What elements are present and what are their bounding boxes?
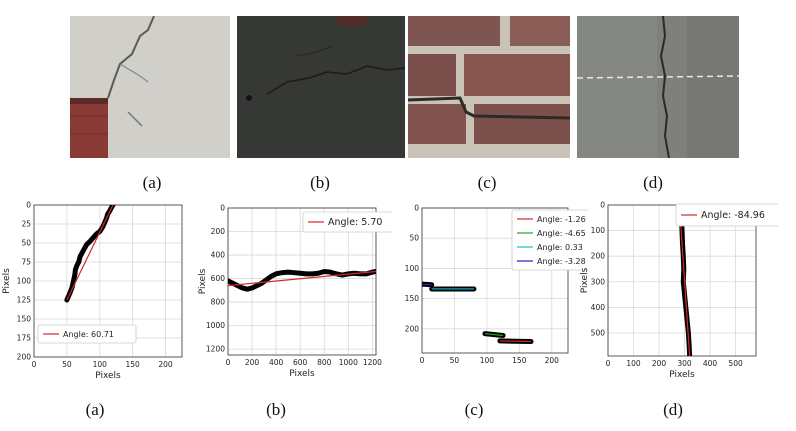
plot-caption-b: (b)	[266, 400, 286, 419]
x-tick-label: 50	[450, 356, 460, 365]
y-tick-label: 100	[591, 226, 606, 235]
x-tick-label: 1200	[363, 358, 382, 367]
x-tick-label: 400	[703, 359, 718, 368]
y-tick-label: 0	[220, 204, 225, 213]
x-tick-label: 150	[126, 360, 141, 369]
x-tick-label: 300	[677, 359, 692, 368]
x-axis-label: Pixels	[95, 371, 121, 381]
plot-d: 0 100 200 300 400 500 0 100 200 300 400 500 Pixels Pi…	[580, 201, 778, 380]
x-tick-label: 200	[652, 359, 667, 368]
x-tick-label: 100	[626, 359, 641, 368]
y-axis-label: Pixels	[580, 267, 590, 293]
y-tick-label: 200	[591, 252, 606, 261]
plot-frame	[421, 207, 569, 354]
x-tick-label: 200	[158, 360, 173, 369]
legend-label: Angle: 60.71	[63, 330, 114, 339]
plot-frame	[33, 204, 183, 358]
y-tick-label: 300	[591, 277, 606, 286]
y-axis-label: Pixels	[198, 268, 208, 294]
x-tick-label: 400	[269, 358, 284, 367]
legend-box	[675, 203, 778, 227]
x-tick-label: 150	[512, 356, 527, 365]
x-tick-label: 0	[226, 358, 231, 367]
photo-caption-c: (c)	[477, 173, 497, 192]
x-tick-label: 800	[317, 358, 332, 367]
legend-box	[302, 211, 392, 233]
y-tick-label: 200	[17, 353, 32, 362]
legend-label: Angle: -3.28	[537, 257, 586, 266]
y-axis-label: Pixels	[2, 268, 12, 294]
y-tick-label: 600	[211, 274, 226, 283]
legend-label: Angle: -1.26	[537, 215, 586, 224]
fit-line	[66, 205, 114, 301]
y-tick-label: 400	[591, 303, 606, 312]
x-tick-label: 100	[93, 360, 108, 369]
y-tick-label: 200	[211, 227, 226, 236]
photo-caption-a: (a)	[142, 173, 162, 192]
legend-box	[37, 324, 137, 344]
photo-b	[237, 16, 405, 158]
y-tick-label: 25	[21, 220, 31, 229]
fit-line	[228, 270, 376, 287]
x-tick-label: 0	[606, 359, 611, 368]
fit-line	[422, 283, 432, 286]
y-tick-label: 50	[409, 234, 419, 243]
y-tick-label: 100	[405, 264, 420, 273]
y-tick-label: 50	[21, 239, 31, 248]
plot-caption-c: (c)	[464, 400, 484, 419]
plot-a: 0 50 100 150 2000255075100125150175200Pixels…	[2, 201, 183, 381]
x-tick-label: 100	[480, 356, 495, 365]
x-tick-label: 500	[728, 359, 743, 368]
y-tick-label: 200	[405, 324, 420, 333]
x-tick-label: 50	[62, 360, 72, 369]
y-tick-label: 175	[17, 334, 32, 343]
x-tick-label: 0	[420, 356, 425, 365]
photo-c	[408, 16, 570, 158]
x-tick-label: 200	[545, 356, 560, 365]
y-tick-label: 500	[591, 328, 606, 337]
photo-d	[577, 16, 739, 158]
legend-box	[511, 209, 588, 271]
y-tick-label: 150	[405, 294, 420, 303]
plot-b: 0 200 400 600 800 1000 12000200400600800100012…	[198, 204, 392, 379]
plot-caption-a: (a)	[85, 400, 105, 419]
y-tick-label: 0	[26, 201, 31, 210]
photo-a	[70, 16, 230, 158]
y-tick-label: 125	[17, 296, 32, 305]
y-tick-label: 100	[17, 277, 32, 286]
y-tick-label: 1200	[206, 345, 225, 354]
photo-caption-d: (d)	[643, 173, 663, 192]
plot-c: 0 50 100 150 200 0 50 100 150 200 Angle: -1.26 Angl…	[405, 204, 588, 365]
x-axis-label: Pixels	[669, 370, 695, 380]
legend-label: Angle: -84.96	[701, 210, 765, 221]
x-tick-label: 600	[293, 358, 308, 367]
legend-label: Angle: 5.70	[328, 217, 382, 228]
y-tick-label: 0	[600, 201, 605, 210]
legend-label: Angle: 0.33	[537, 243, 583, 252]
legend-label: Angle: -4.65	[537, 229, 586, 238]
y-tick-label: 1000	[206, 321, 225, 330]
photo-caption-b: (b)	[310, 173, 330, 192]
y-tick-label: 150	[17, 315, 32, 324]
y-tick-label: 75	[21, 258, 31, 267]
y-tick-label: 800	[211, 298, 226, 307]
x-tick-label: 0	[32, 360, 37, 369]
x-tick-label: 200	[245, 358, 260, 367]
plot-caption-d: (d)	[663, 400, 683, 419]
x-axis-label: Pixels	[289, 369, 315, 379]
y-tick-label: 400	[211, 251, 226, 260]
fit-line	[499, 340, 532, 343]
fit-line	[484, 333, 504, 337]
y-tick-label: 0	[414, 204, 419, 213]
x-tick-label: 1000	[339, 358, 358, 367]
fit-line	[678, 205, 691, 356]
